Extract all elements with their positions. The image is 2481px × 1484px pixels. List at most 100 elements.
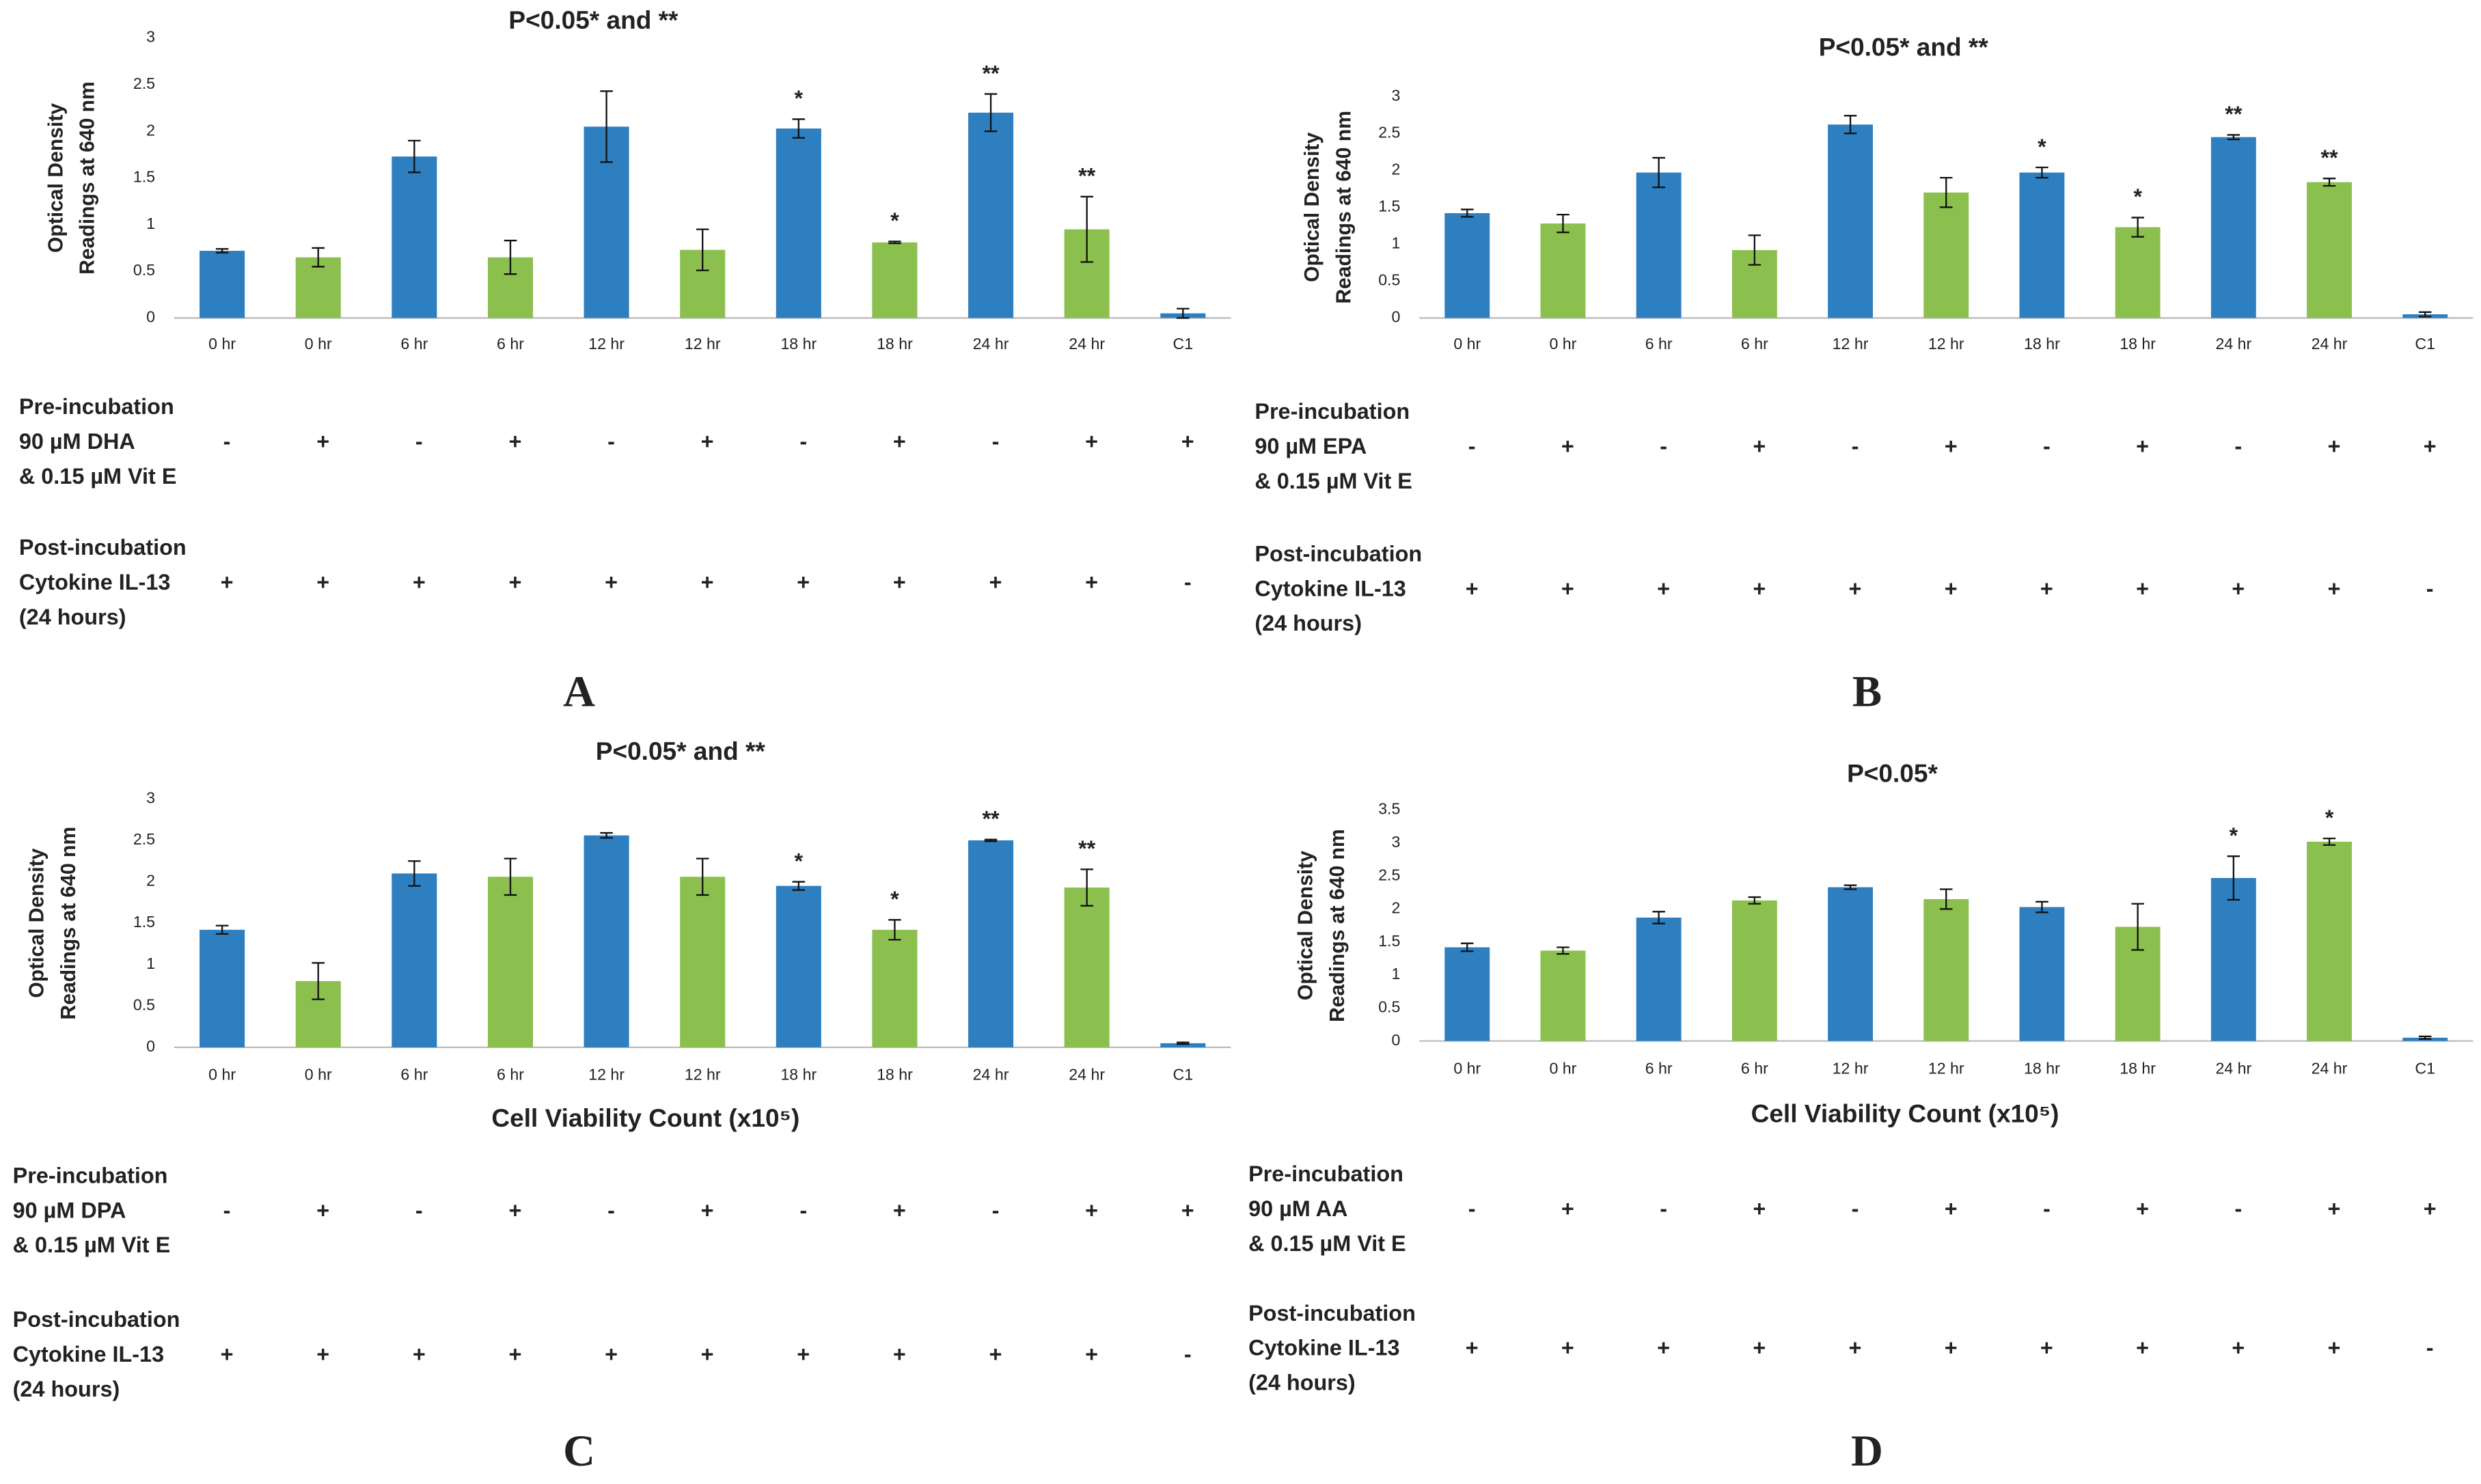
post-sign: + [605,1342,618,1366]
bar [1828,124,1873,318]
pre-sign: + [1945,1196,1958,1221]
post-label: Post-incubation [1248,1301,1416,1325]
pre-sign: + [701,1198,714,1222]
post-sign: + [2040,1336,2053,1360]
bar [776,885,821,1047]
bar [1636,918,1682,1041]
y-axis-label: Optical Density [44,103,67,253]
significance-label: * [2133,184,2142,209]
post-sign: + [316,1342,329,1366]
post-sign: + [1849,1336,1862,1360]
panel-letter: A [563,668,595,717]
pre-label: Pre-incubation [13,1163,168,1187]
x-tick-label: 24 hr [1069,1066,1105,1084]
pre-sign: + [1561,434,1574,458]
pre-sign: + [2136,434,2149,458]
y-tick-label: 0.5 [133,995,155,1013]
pre-sign: + [1753,434,1766,458]
x-tick-label: C1 [1173,1066,1194,1084]
x-tick-label: 18 hr [2120,1059,2156,1077]
y-tick-label: 0 [1391,308,1400,326]
post-label: (24 hours) [1255,611,1362,635]
post-sign: + [1085,1342,1098,1366]
post-sign: - [1184,1342,1192,1366]
x-tick-label: 0 hr [305,335,332,353]
pre-sign: + [316,429,329,454]
pre-sign: + [2328,1196,2341,1221]
post-sign: + [221,1342,234,1366]
significance-label: ** [1078,836,1096,861]
post-label: Cytokine IL-13 [1255,576,1406,601]
significance-label: ** [982,807,1000,832]
post-sign: + [1849,576,1862,601]
pre-label: 90 µM DPA [13,1198,126,1222]
y-tick-label: 1.5 [133,168,155,186]
y-tick-label: 1 [1391,234,1400,251]
post-label: Cytokine IL-13 [1248,1336,1400,1360]
y-tick-label: 2.5 [133,830,155,848]
pre-sign: + [508,1198,521,1222]
significance-label: * [2038,135,2046,159]
y-tick-label: 2.5 [133,74,155,92]
post-sign: + [1466,1336,1479,1360]
post-label: (24 hours) [1248,1371,1356,1395]
panel-letter: D [1851,1427,1883,1476]
y-tick-label: 0 [146,1037,155,1055]
post-sign: + [2136,576,2149,601]
bar [1444,212,1490,318]
pre-sign: + [508,429,521,454]
pre-label: & 0.15 µM Vit E [1248,1231,1406,1256]
bar [2307,182,2352,318]
bar [2019,172,2065,318]
pre-sign: + [893,1198,906,1222]
y-tick-label: 1.5 [1378,197,1400,215]
post-sign: + [1753,576,1766,601]
pre-label: Pre-incubation [19,394,174,419]
x-tick-label: 6 hr [400,1066,428,1084]
x-tick-label: 12 hr [1928,335,1964,353]
pre-sign: + [1945,434,1958,458]
chart-title: P<0.05* and ** [508,5,678,34]
y-tick-label: 1 [146,954,155,972]
pre-sign: - [415,429,423,454]
y-tick-label: 2 [1391,160,1400,178]
bar [200,251,245,318]
significance-label: ** [982,61,1000,85]
pre-sign: + [316,1198,329,1222]
x-tick-label: 24 hr [1069,335,1105,353]
x-tick-label: 12 hr [588,335,625,353]
post-label: (24 hours) [13,1377,120,1401]
pre-sign: + [1085,429,1098,454]
y-tick-label: 2.5 [1378,123,1400,141]
bar [1731,900,1777,1041]
pre-sign: - [223,1198,231,1222]
post-sign: + [893,570,906,594]
significance-label: ** [2225,102,2243,126]
y-tick-label: 3 [146,788,155,806]
post-sign: + [605,570,618,594]
bar [1828,887,1873,1041]
post-label: Cytokine IL-13 [13,1342,165,1366]
bar [776,128,821,318]
post-sign: + [701,1342,714,1366]
bar [2115,227,2161,318]
significance-label: * [795,86,804,111]
bar [392,156,437,318]
x-tick-label: 6 hr [1741,335,1768,353]
pre-sign: - [799,1198,807,1222]
pre-sign: + [893,429,906,454]
bar [392,873,437,1047]
x-tick-label: 12 hr [1928,1059,1964,1077]
post-sign: + [2136,1336,2149,1360]
y-tick-label: 3.5 [1378,800,1400,818]
post-sign: + [1753,1336,1766,1360]
pre-label: 90 µM AA [1248,1196,1347,1221]
pre-sign: - [1468,434,1476,458]
bar [1923,192,1969,318]
x-tick-label: 0 hr [1550,1059,1577,1077]
pre-label: & 0.15 µM Vit E [1255,469,1412,493]
x-tick-label: 24 hr [2312,1059,2348,1077]
x-tick-label: 6 hr [497,1066,524,1084]
bar [487,877,534,1047]
pre-sign: - [1852,1196,1859,1221]
